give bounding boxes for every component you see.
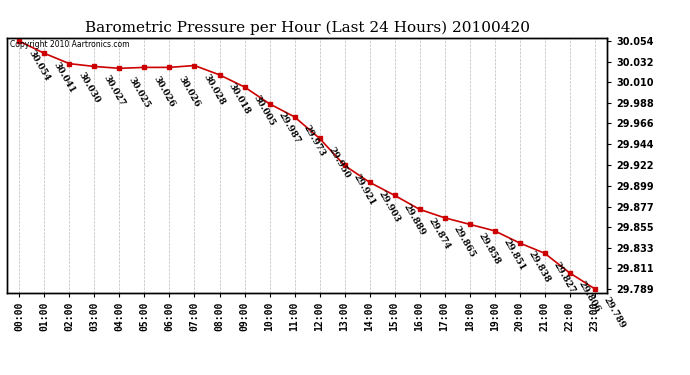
Text: 30.027: 30.027	[101, 74, 126, 108]
Text: 30.005: 30.005	[251, 94, 277, 128]
Text: 29.903: 29.903	[377, 189, 402, 224]
Text: 30.030: 30.030	[77, 70, 101, 105]
Text: 30.018: 30.018	[226, 82, 252, 116]
Text: 29.874: 29.874	[426, 216, 452, 251]
Text: 29.921: 29.921	[351, 172, 377, 207]
Text: 29.838: 29.838	[526, 250, 552, 285]
Text: 30.054: 30.054	[26, 48, 51, 82]
Text: 30.026: 30.026	[151, 74, 177, 109]
Text: 29.827: 29.827	[551, 260, 577, 295]
Text: 30.028: 30.028	[201, 72, 226, 107]
Text: 29.806: 29.806	[577, 280, 602, 314]
Text: Copyright 2010 Aartronics.com: Copyright 2010 Aartronics.com	[10, 40, 130, 49]
Text: 30.041: 30.041	[51, 60, 77, 95]
Text: 30.025: 30.025	[126, 75, 151, 109]
Text: 29.789: 29.789	[602, 296, 627, 330]
Text: 29.851: 29.851	[502, 238, 527, 273]
Text: 29.973: 29.973	[302, 124, 327, 159]
Text: 29.858: 29.858	[477, 231, 502, 266]
Text: 29.987: 29.987	[277, 111, 302, 146]
Title: Barometric Pressure per Hour (Last 24 Hours) 20100420: Barometric Pressure per Hour (Last 24 Ho…	[85, 21, 529, 35]
Text: 30.026: 30.026	[177, 74, 201, 109]
Text: 29.865: 29.865	[451, 225, 477, 260]
Text: 29.889: 29.889	[402, 202, 427, 237]
Text: 29.950: 29.950	[326, 146, 352, 180]
